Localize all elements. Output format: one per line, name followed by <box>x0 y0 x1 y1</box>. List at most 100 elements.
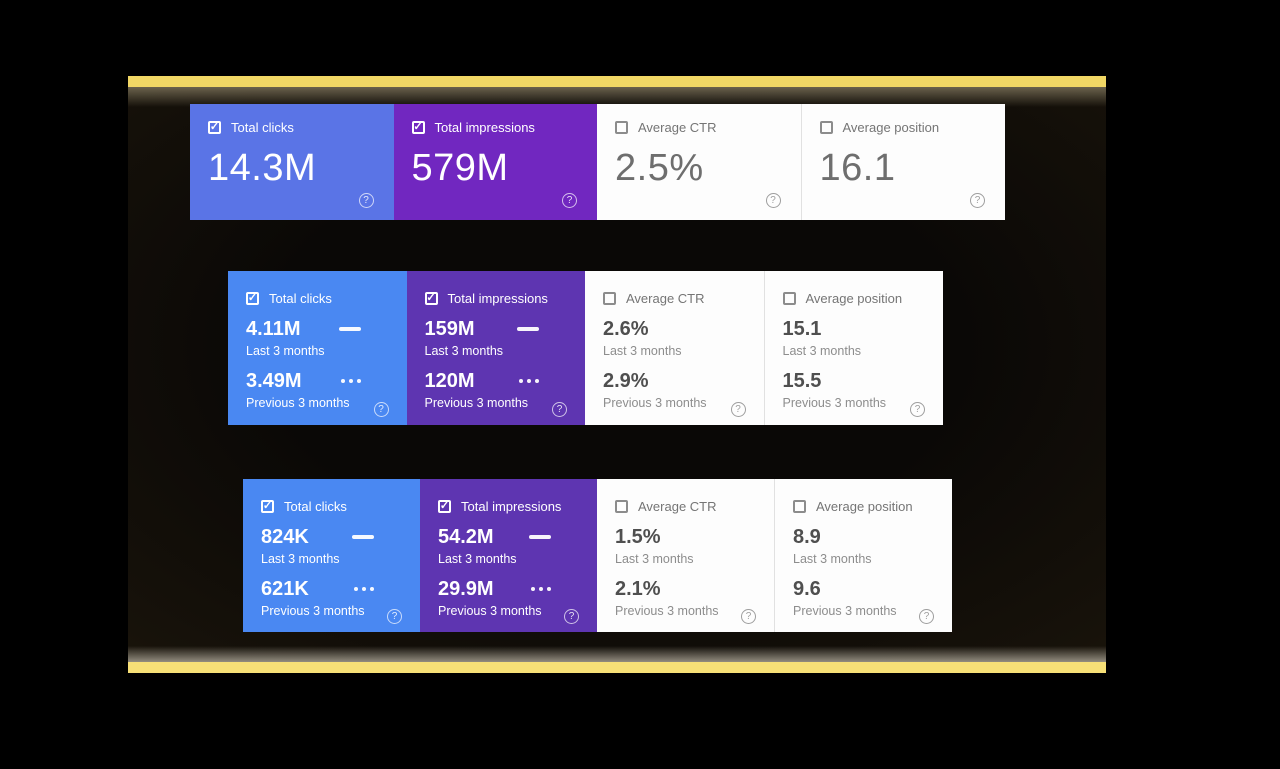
previous-value: 621K <box>261 578 309 600</box>
metric-card-average-ctr[interactable]: Average CTR 2.5%? <box>597 104 801 220</box>
checked-checkbox-icon[interactable]: ✓ <box>208 121 221 134</box>
previous-value: 2.9% <box>603 370 649 392</box>
previous-period-label: Previous 3 months <box>782 396 887 410</box>
metric-label: Average position <box>842 120 940 135</box>
metric-card-header: Average position <box>793 499 936 514</box>
dotted-line-legend-icon <box>531 587 551 591</box>
help-circle-icon[interactable]: ? <box>552 402 567 417</box>
current-period-label: Last 3 months <box>424 344 504 358</box>
current-period-label: Last 3 months <box>603 344 682 358</box>
current-period-label: Last 3 months <box>615 552 694 566</box>
previous-period-line: 621K <box>261 578 404 600</box>
unchecked-checkbox-icon[interactable] <box>615 500 628 513</box>
solid-line-legend-icon <box>352 535 374 539</box>
metric-label: Total clicks <box>284 499 347 514</box>
metric-card-average-position[interactable]: Average position 8.9 Last 3 months 9.6 Previ… <box>774 479 952 632</box>
metric-label: Total impressions <box>461 499 562 514</box>
metric-value: 14.3M <box>208 147 317 189</box>
metric-value: 16.1 <box>819 147 896 189</box>
metric-card-header: ✓ Total impressions <box>424 291 570 306</box>
metric-value: 579M <box>411 147 509 189</box>
metric-card-average-ctr[interactable]: Average CTR 1.5% Last 3 months 2.1% Previous… <box>597 479 774 632</box>
previous-period-label: Previous 3 months <box>261 604 365 618</box>
metric-card-average-position[interactable]: Average position 15.1 Last 3 months 15.5 Pre… <box>763 271 943 425</box>
unchecked-checkbox-icon[interactable] <box>615 121 628 134</box>
metric-card-header: Average CTR <box>615 499 758 514</box>
help-circle-icon[interactable]: ? <box>730 402 746 417</box>
unchecked-checkbox-icon[interactable] <box>782 292 796 305</box>
current-period-label: Last 3 months <box>438 552 517 566</box>
current-period-line: 15.1 <box>783 318 928 340</box>
current-period-line: 2.6% <box>603 318 748 340</box>
checked-checkbox-icon[interactable]: ✓ <box>424 292 438 305</box>
summary-cards-row: ✓ Total clicks 14.3M? ✓ Total impressions 579… <box>190 104 1005 220</box>
current-value: 15.1 <box>782 318 822 340</box>
dotted-line-legend-icon <box>354 587 374 591</box>
help-circle-icon[interactable]: ? <box>910 402 925 417</box>
metric-label: Total clicks <box>269 291 332 306</box>
checked-checkbox-icon[interactable]: ✓ <box>411 121 425 134</box>
help-circle-icon[interactable]: ? <box>358 193 374 208</box>
current-period-line: 824K <box>261 526 404 548</box>
previous-period-label: Previous 3 months <box>615 604 719 618</box>
metric-label: Total impressions <box>434 120 535 135</box>
metric-card-header: ✓ Total clicks <box>208 120 376 135</box>
metric-card-total-impressions[interactable]: ✓ Total impressions 159M Last 3 months 120M P… <box>406 271 585 425</box>
previous-period-label: Previous 3 months <box>438 604 542 618</box>
unchecked-checkbox-icon[interactable] <box>603 292 616 305</box>
previous-period-label: Previous 3 months <box>246 396 350 410</box>
previous-value: 15.5 <box>782 370 822 392</box>
gold-bar-top <box>128 76 1106 87</box>
current-period-line: 54.2M <box>438 526 581 548</box>
metric-card-average-position[interactable]: Average position 16.1? <box>800 104 1005 220</box>
help-circle-icon[interactable]: ? <box>373 402 389 417</box>
help-circle-icon[interactable]: ? <box>562 193 577 208</box>
checked-checkbox-icon[interactable]: ✓ <box>438 500 451 513</box>
metric-card-total-clicks[interactable]: ✓ Total clicks 14.3M? <box>190 104 394 220</box>
metric-card-total-impressions[interactable]: ✓ Total impressions 54.2M Last 3 months 29.9… <box>420 479 597 632</box>
metric-card-header: ✓ Total impressions <box>411 120 580 135</box>
metric-label: Total clicks <box>231 120 294 135</box>
unchecked-checkbox-icon[interactable] <box>819 121 833 134</box>
solid-line-legend-icon <box>529 535 551 539</box>
metric-card-header: ✓ Total clicks <box>246 291 391 306</box>
previous-value: 9.6 <box>793 578 821 600</box>
help-circle-icon[interactable]: ? <box>765 193 781 208</box>
current-value: 2.6% <box>603 318 649 340</box>
help-circle-icon[interactable]: ? <box>970 193 985 208</box>
current-period-label: Last 3 months <box>246 344 325 358</box>
previous-period-line: 29.9M <box>438 578 581 600</box>
current-period-label: Last 3 months <box>261 552 340 566</box>
current-value: 54.2M <box>438 526 494 548</box>
metric-label: Average position <box>816 499 913 514</box>
current-value: 1.5% <box>615 526 661 548</box>
metric-card-total-clicks[interactable]: ✓ Total clicks 4.11M Last 3 months 3.49M Prev… <box>228 271 407 425</box>
solid-line-legend-icon <box>517 327 539 331</box>
current-value: 8.9 <box>793 526 821 548</box>
metric-card-header: Average position <box>819 120 988 135</box>
unchecked-checkbox-icon[interactable] <box>793 500 806 513</box>
metric-card-total-impressions[interactable]: ✓ Total impressions 579M? <box>393 104 597 220</box>
checked-checkbox-icon[interactable]: ✓ <box>261 500 274 513</box>
metric-label: Total impressions <box>447 291 548 306</box>
metric-value: 2.5% <box>615 147 704 189</box>
metric-card-average-ctr[interactable]: Average CTR 2.6% Last 3 months 2.9% Previous… <box>585 271 764 425</box>
current-value: 824K <box>261 526 309 548</box>
current-value: 159M <box>424 318 475 340</box>
current-period-label: Last 3 months <box>793 552 872 566</box>
metric-card-header: ✓ Total impressions <box>438 499 581 514</box>
current-period-line: 4.11M <box>246 318 391 340</box>
metric-label: Average position <box>805 291 903 306</box>
gold-bar-bottom <box>128 662 1106 673</box>
help-circle-icon[interactable]: ? <box>741 609 756 624</box>
metric-card-header: Average CTR <box>615 120 783 135</box>
checked-checkbox-icon[interactable]: ✓ <box>246 292 259 305</box>
previous-period-line: 2.1% <box>615 578 758 600</box>
metric-card-total-clicks[interactable]: ✓ Total clicks 824K Last 3 months 621K Previo… <box>243 479 420 632</box>
help-circle-icon[interactable]: ? <box>564 609 579 624</box>
help-circle-icon[interactable]: ? <box>919 609 934 624</box>
previous-period-line: 2.9% <box>603 370 748 392</box>
previous-period-line: 9.6 <box>793 578 936 600</box>
current-period-line: 159M <box>425 318 570 340</box>
help-circle-icon[interactable]: ? <box>387 609 402 624</box>
